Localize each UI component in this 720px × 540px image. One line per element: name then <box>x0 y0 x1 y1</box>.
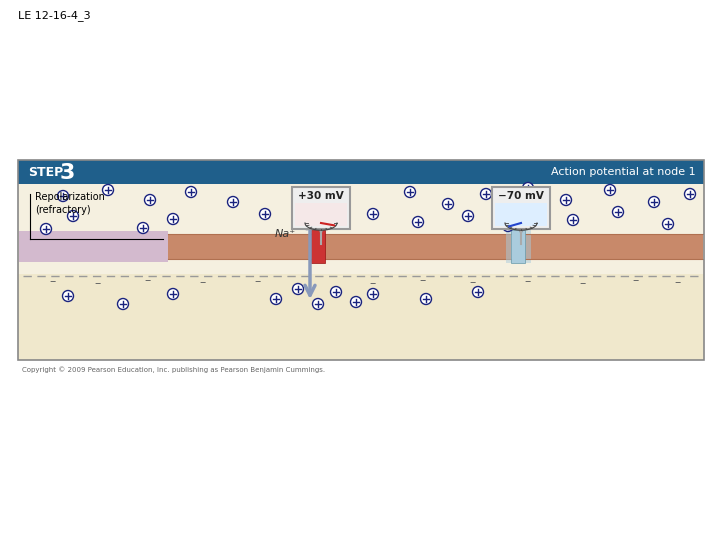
Circle shape <box>560 194 572 206</box>
Circle shape <box>68 211 78 221</box>
Circle shape <box>472 287 484 298</box>
Polygon shape <box>316 222 326 234</box>
Circle shape <box>523 183 534 193</box>
Circle shape <box>567 214 578 226</box>
Circle shape <box>312 299 323 309</box>
Text: –: – <box>675 276 681 289</box>
Circle shape <box>420 294 431 305</box>
Bar <box>19 231 168 262</box>
Circle shape <box>102 185 114 195</box>
Circle shape <box>63 291 73 301</box>
Bar <box>292 187 350 229</box>
Text: –: – <box>580 278 586 291</box>
Circle shape <box>662 219 673 230</box>
Circle shape <box>292 284 304 294</box>
Circle shape <box>40 224 52 234</box>
Text: Action potential at node 1: Action potential at node 1 <box>552 167 696 177</box>
Circle shape <box>138 222 148 233</box>
Text: LE 12-16-4_3: LE 12-16-4_3 <box>18 10 91 21</box>
Bar <box>506 230 531 263</box>
Bar <box>311 230 325 263</box>
Bar <box>495 203 547 226</box>
Bar <box>511 230 525 263</box>
Circle shape <box>605 185 616 195</box>
Circle shape <box>443 199 454 210</box>
Bar <box>18 160 704 360</box>
Bar <box>18 160 704 184</box>
Text: 3: 3 <box>60 163 76 183</box>
Circle shape <box>413 217 423 227</box>
Circle shape <box>613 206 624 218</box>
Text: STEP: STEP <box>28 165 63 179</box>
Circle shape <box>649 197 660 207</box>
Circle shape <box>228 197 238 207</box>
Circle shape <box>259 208 271 219</box>
Text: −70 mV: −70 mV <box>498 191 544 201</box>
Circle shape <box>168 213 179 225</box>
Bar <box>168 234 311 259</box>
Bar <box>525 234 703 259</box>
Bar <box>492 187 550 229</box>
Text: –: – <box>420 274 426 287</box>
Circle shape <box>367 288 379 300</box>
Circle shape <box>405 186 415 198</box>
Circle shape <box>186 186 197 198</box>
Circle shape <box>117 299 128 309</box>
Circle shape <box>145 194 156 206</box>
Text: Na⁺: Na⁺ <box>275 229 296 239</box>
Circle shape <box>271 294 282 305</box>
Circle shape <box>58 191 68 201</box>
Circle shape <box>367 208 379 219</box>
Bar <box>325 234 511 259</box>
Text: –: – <box>255 275 261 288</box>
Bar <box>295 203 347 226</box>
Polygon shape <box>516 222 526 234</box>
Bar <box>18 184 704 360</box>
Text: Repolarization
(refractory): Repolarization (refractory) <box>35 192 105 215</box>
Text: –: – <box>525 275 531 288</box>
Text: Copyright © 2009 Pearson Education, Inc. publishing as Pearson Benjamin Cummings: Copyright © 2009 Pearson Education, Inc.… <box>22 366 325 373</box>
Text: –: – <box>633 274 639 287</box>
Circle shape <box>330 287 341 298</box>
Circle shape <box>480 188 492 199</box>
Text: –: – <box>470 276 476 289</box>
Circle shape <box>503 220 513 232</box>
Bar <box>18 274 704 360</box>
Text: –: – <box>145 274 151 287</box>
Circle shape <box>462 211 474 221</box>
Text: –: – <box>50 275 56 288</box>
Text: –: – <box>95 278 101 291</box>
Circle shape <box>168 288 179 300</box>
Text: –: – <box>200 276 206 289</box>
Circle shape <box>302 219 312 230</box>
Circle shape <box>351 296 361 307</box>
Text: –: – <box>370 278 376 291</box>
Text: +30 mV: +30 mV <box>298 191 344 201</box>
Circle shape <box>685 188 696 199</box>
